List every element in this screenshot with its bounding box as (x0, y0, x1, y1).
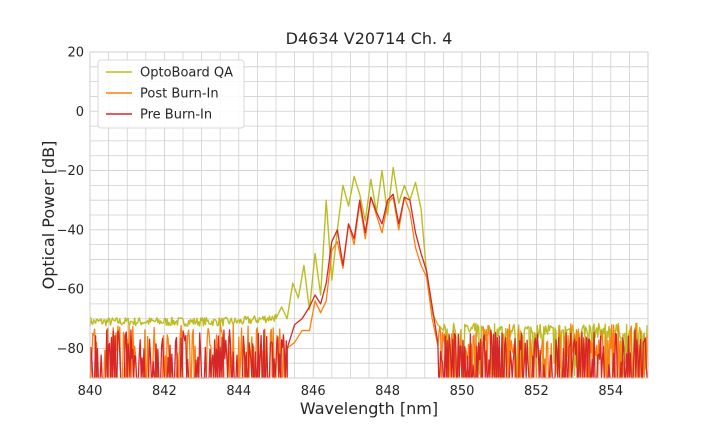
x-tick-label: 846 (301, 384, 326, 399)
legend-label: Pre Burn-In (140, 108, 212, 123)
x-tick-label: 844 (226, 384, 251, 399)
legend-label: Post Burn-In (140, 87, 219, 102)
y-tick-label: −40 (57, 223, 84, 238)
y-tick-label: −60 (57, 283, 84, 298)
x-tick-label: 840 (78, 384, 103, 399)
x-tick-label: 854 (598, 384, 623, 399)
y-axis-ticks: 20 0 −20 −40 −60 −80 (57, 46, 84, 357)
x-axis-ticks: 840 842 844 846 848 850 852 854 (78, 384, 624, 399)
legend-label: OptoBoard QA (140, 66, 233, 81)
x-tick-label: 848 (375, 384, 400, 399)
y-tick-label: −20 (57, 164, 84, 179)
x-tick-label: 852 (524, 384, 549, 399)
y-tick-label: 0 (76, 105, 84, 120)
y-axis-label: Optical Power [dB] (39, 141, 58, 290)
x-tick-label: 850 (450, 384, 475, 399)
y-tick-label: 20 (67, 46, 84, 61)
plot-frame (89, 51, 649, 379)
chart-title: D4634 V20714 Ch. 4 (286, 29, 453, 48)
x-axis-label: Wavelength [nm] (300, 399, 438, 418)
series-line-pre-burn-in (89, 193, 648, 379)
legend: OptoBoard QA Post Burn-In Pre Burn-In (97, 59, 245, 129)
x-tick-label: 842 (152, 384, 177, 399)
legend-box (97, 59, 245, 129)
y-tick-label: −80 (57, 342, 84, 357)
